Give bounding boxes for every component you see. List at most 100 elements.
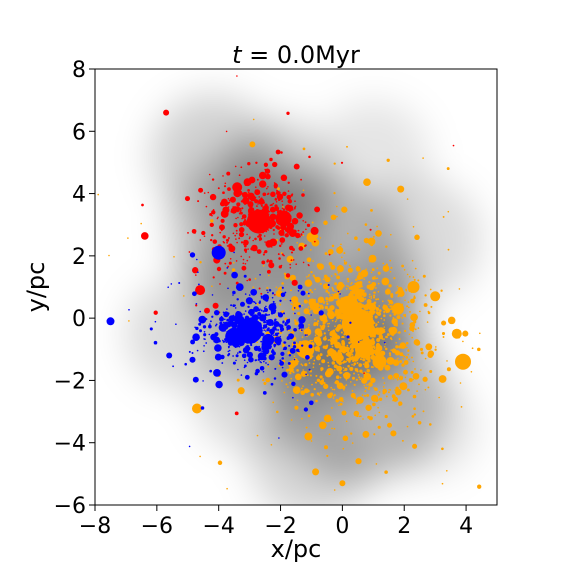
data-point bbox=[397, 185, 405, 193]
data-point bbox=[397, 295, 400, 298]
data-point bbox=[368, 283, 375, 291]
data-point bbox=[293, 358, 296, 361]
data-point bbox=[282, 312, 286, 315]
data-point bbox=[223, 185, 227, 188]
data-point bbox=[266, 187, 268, 190]
data-point bbox=[272, 161, 278, 168]
data-point bbox=[194, 232, 196, 234]
data-point bbox=[296, 369, 299, 372]
data-point bbox=[203, 331, 206, 333]
data-point bbox=[302, 369, 305, 371]
data-point bbox=[219, 355, 223, 359]
data-point bbox=[271, 292, 275, 295]
data-point bbox=[294, 200, 296, 203]
data-point bbox=[392, 302, 404, 315]
data-point bbox=[417, 327, 420, 329]
data-point bbox=[376, 277, 379, 280]
data-point bbox=[342, 373, 345, 376]
data-point bbox=[404, 299, 406, 302]
data-point bbox=[282, 342, 284, 345]
data-point bbox=[337, 290, 340, 293]
data-point bbox=[290, 251, 294, 254]
data-point bbox=[196, 349, 199, 352]
data-point bbox=[310, 226, 319, 235]
data-point bbox=[204, 307, 210, 314]
data-point bbox=[281, 176, 283, 179]
data-point bbox=[322, 278, 325, 280]
data-point bbox=[412, 372, 420, 380]
data-point bbox=[294, 222, 296, 225]
data-point bbox=[227, 206, 230, 208]
data-point bbox=[273, 320, 276, 322]
data-point bbox=[343, 344, 345, 346]
data-point bbox=[274, 294, 276, 296]
data-point bbox=[313, 359, 316, 362]
data-point bbox=[371, 313, 374, 315]
data-point bbox=[236, 75, 238, 77]
data-point bbox=[332, 350, 337, 355]
data-point bbox=[403, 329, 407, 333]
data-point bbox=[202, 325, 207, 329]
data-point bbox=[378, 391, 381, 393]
data-point bbox=[395, 386, 399, 390]
data-point bbox=[328, 298, 332, 302]
data-point bbox=[328, 433, 331, 436]
data-point bbox=[359, 369, 363, 373]
data-point bbox=[276, 315, 278, 318]
data-point bbox=[347, 364, 350, 368]
data-point bbox=[332, 293, 339, 300]
data-point bbox=[274, 367, 277, 370]
data-point bbox=[382, 304, 389, 311]
data-point bbox=[334, 320, 337, 323]
data-point bbox=[383, 314, 386, 317]
data-point bbox=[377, 321, 380, 324]
data-point bbox=[287, 386, 289, 388]
data-point bbox=[236, 378, 240, 382]
data-point bbox=[127, 237, 129, 239]
data-point bbox=[227, 345, 230, 348]
data-point bbox=[363, 278, 366, 280]
data-point bbox=[389, 305, 392, 308]
data-point bbox=[336, 311, 339, 313]
data-point bbox=[304, 279, 313, 287]
data-point bbox=[312, 362, 315, 365]
data-point bbox=[312, 260, 314, 262]
data-point bbox=[256, 341, 259, 344]
data-point bbox=[302, 261, 305, 264]
data-point bbox=[323, 345, 328, 350]
plot-area bbox=[95, 69, 497, 505]
data-point bbox=[166, 352, 173, 359]
data-point bbox=[306, 334, 308, 336]
data-point bbox=[282, 320, 285, 323]
data-point bbox=[343, 336, 345, 339]
data-point bbox=[303, 300, 306, 303]
data-point bbox=[313, 240, 316, 243]
data-point bbox=[306, 284, 309, 287]
data-point bbox=[203, 235, 206, 237]
data-point bbox=[378, 305, 381, 307]
data-point bbox=[411, 415, 415, 418]
data-point bbox=[355, 340, 373, 359]
data-point bbox=[384, 347, 388, 351]
data-point bbox=[385, 263, 388, 266]
data-point bbox=[334, 325, 336, 328]
data-point bbox=[335, 400, 338, 402]
data-point bbox=[395, 345, 399, 349]
data-point bbox=[215, 380, 223, 389]
gas-blob bbox=[379, 377, 479, 477]
data-point bbox=[354, 368, 357, 370]
data-point bbox=[363, 372, 365, 375]
data-point bbox=[397, 331, 400, 334]
data-point bbox=[383, 345, 386, 348]
plot-frame bbox=[94, 68, 498, 506]
data-point bbox=[375, 463, 378, 465]
data-point bbox=[97, 193, 100, 196]
data-point bbox=[303, 388, 309, 394]
data-point bbox=[209, 320, 212, 323]
data-point bbox=[352, 355, 359, 362]
data-point bbox=[333, 192, 336, 195]
data-point bbox=[269, 157, 273, 162]
data-point bbox=[332, 334, 335, 337]
data-point bbox=[419, 347, 424, 351]
data-point bbox=[241, 191, 249, 198]
